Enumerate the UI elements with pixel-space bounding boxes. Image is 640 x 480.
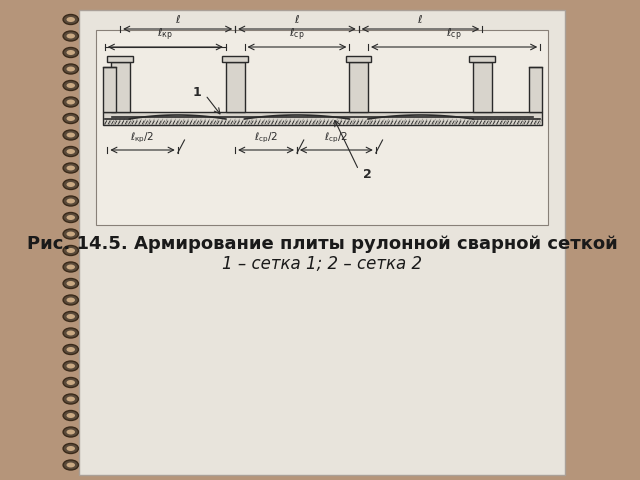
Text: $\ell_{\rm кр}$: $\ell_{\rm кр}$ xyxy=(157,26,173,43)
Ellipse shape xyxy=(67,430,75,434)
Bar xyxy=(349,62,368,112)
Ellipse shape xyxy=(63,163,79,173)
Text: 2: 2 xyxy=(363,168,372,181)
Bar xyxy=(111,62,129,112)
Ellipse shape xyxy=(63,328,79,338)
Ellipse shape xyxy=(63,427,79,437)
Bar xyxy=(108,56,133,62)
Ellipse shape xyxy=(67,281,75,286)
Ellipse shape xyxy=(67,50,75,55)
Ellipse shape xyxy=(67,347,75,352)
FancyBboxPatch shape xyxy=(96,30,548,225)
Ellipse shape xyxy=(67,231,75,237)
Ellipse shape xyxy=(63,345,79,355)
Ellipse shape xyxy=(67,182,75,187)
Ellipse shape xyxy=(67,380,75,385)
Ellipse shape xyxy=(67,446,75,451)
Bar xyxy=(103,112,542,125)
Bar xyxy=(226,62,244,112)
Ellipse shape xyxy=(63,229,79,239)
Text: $\ell_{\rm ср}$: $\ell_{\rm ср}$ xyxy=(446,26,462,43)
Text: $\ell$: $\ell$ xyxy=(417,13,424,25)
Ellipse shape xyxy=(67,83,75,88)
Ellipse shape xyxy=(67,396,75,401)
Ellipse shape xyxy=(63,245,79,255)
Ellipse shape xyxy=(67,99,75,105)
Ellipse shape xyxy=(63,278,79,288)
Bar xyxy=(346,56,371,62)
Ellipse shape xyxy=(67,298,75,302)
Ellipse shape xyxy=(63,410,79,420)
Ellipse shape xyxy=(63,295,79,305)
Ellipse shape xyxy=(63,146,79,156)
Bar xyxy=(470,56,495,62)
Ellipse shape xyxy=(63,361,79,371)
Ellipse shape xyxy=(63,48,79,58)
Ellipse shape xyxy=(67,215,75,220)
Ellipse shape xyxy=(63,64,79,74)
Ellipse shape xyxy=(67,413,75,418)
Bar xyxy=(473,62,492,112)
Ellipse shape xyxy=(67,17,75,22)
Text: $\ell$: $\ell$ xyxy=(294,13,300,25)
Ellipse shape xyxy=(67,264,75,269)
Ellipse shape xyxy=(67,248,75,253)
Ellipse shape xyxy=(63,180,79,190)
Ellipse shape xyxy=(67,116,75,121)
Ellipse shape xyxy=(63,312,79,322)
Ellipse shape xyxy=(63,97,79,107)
Ellipse shape xyxy=(63,262,79,272)
Ellipse shape xyxy=(63,130,79,140)
Text: $\ell_{\rm ср}/2$: $\ell_{\rm ср}/2$ xyxy=(254,131,278,145)
Bar xyxy=(103,67,116,112)
Text: $\ell_{\rm ср}$: $\ell_{\rm ср}$ xyxy=(289,26,305,43)
Bar xyxy=(529,67,542,112)
Ellipse shape xyxy=(67,149,75,154)
Ellipse shape xyxy=(63,377,79,387)
Text: Рис. 14.5. Армирование плиты рулонной сварной сеткой: Рис. 14.5. Армирование плиты рулонной св… xyxy=(27,235,618,253)
Ellipse shape xyxy=(67,363,75,369)
Ellipse shape xyxy=(63,31,79,41)
Ellipse shape xyxy=(63,394,79,404)
Text: 1 – сетка 1; 2 – сетка 2: 1 – сетка 1; 2 – сетка 2 xyxy=(222,255,422,273)
Ellipse shape xyxy=(63,14,79,24)
Ellipse shape xyxy=(63,113,79,123)
Ellipse shape xyxy=(63,460,79,470)
Ellipse shape xyxy=(63,81,79,91)
Text: $\ell_{\rm кр}/2$: $\ell_{\rm кр}/2$ xyxy=(131,131,155,145)
Ellipse shape xyxy=(67,67,75,72)
Ellipse shape xyxy=(67,166,75,170)
Ellipse shape xyxy=(67,199,75,204)
Ellipse shape xyxy=(63,196,79,206)
Text: $\ell_{\rm ср}/2$: $\ell_{\rm ср}/2$ xyxy=(324,131,348,145)
Text: $\ell$: $\ell$ xyxy=(175,13,180,25)
Ellipse shape xyxy=(63,213,79,223)
FancyBboxPatch shape xyxy=(79,10,565,475)
Text: 1: 1 xyxy=(193,85,201,98)
Ellipse shape xyxy=(67,463,75,468)
Bar xyxy=(222,56,248,62)
Ellipse shape xyxy=(67,34,75,38)
Ellipse shape xyxy=(63,444,79,454)
Ellipse shape xyxy=(67,314,75,319)
Ellipse shape xyxy=(67,132,75,137)
Ellipse shape xyxy=(67,331,75,336)
